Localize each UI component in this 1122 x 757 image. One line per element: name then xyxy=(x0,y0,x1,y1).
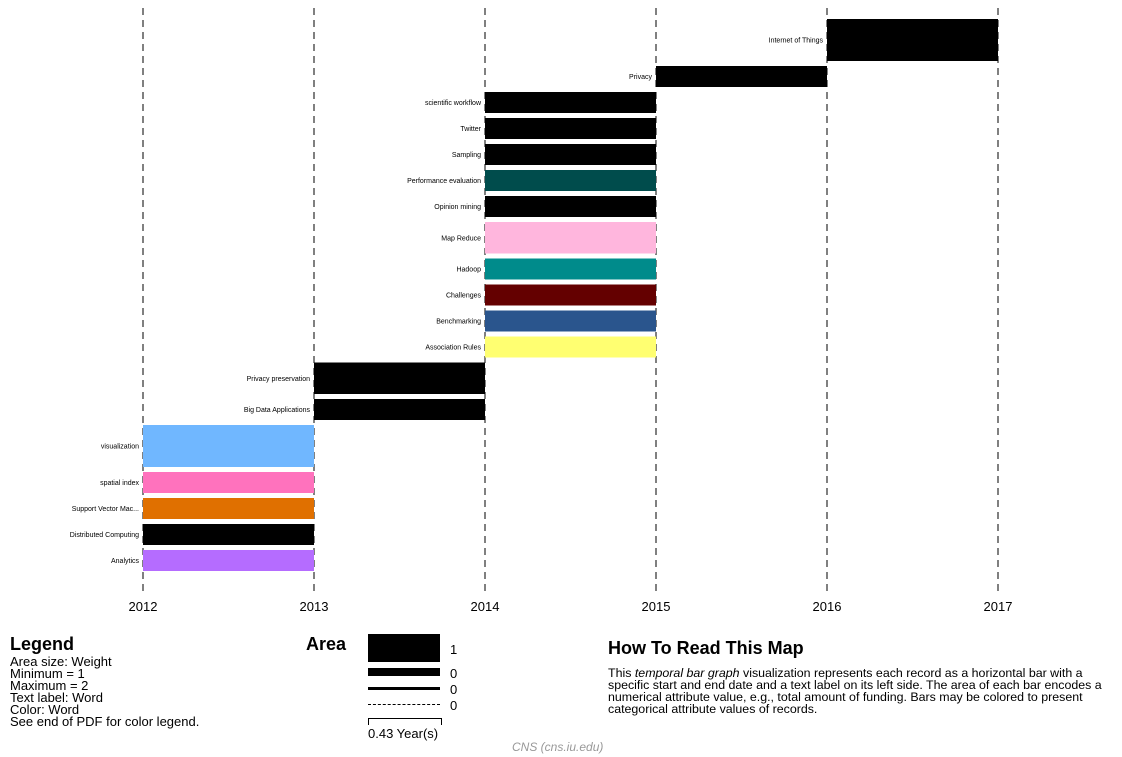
x-tick-label: 2017 xyxy=(984,599,1013,614)
bar-label: Association Rules xyxy=(425,345,481,352)
area-scale-label: 0.43 Year(s) xyxy=(368,726,439,741)
bar-label: Big Data Applications xyxy=(244,407,311,414)
bar-label: scientific workflow xyxy=(425,100,482,107)
bar-label: Internet of Things xyxy=(769,38,824,45)
bar xyxy=(314,362,485,394)
credit-text: CNS (cns.iu.edu) xyxy=(512,740,604,754)
bar xyxy=(485,144,656,165)
temporal-bar-chart: 2012 2013 2014 2015 2016 2017 Internet of Thin… xyxy=(70,8,1013,614)
legend-line-minimum: Minimum = 1 xyxy=(10,666,85,681)
bar xyxy=(485,170,656,191)
bar xyxy=(143,550,314,571)
x-tick-label: 2015 xyxy=(642,599,671,614)
bar xyxy=(485,310,656,332)
how-to-read-panel: How To Read This Map This temporal bar g… xyxy=(608,638,1118,715)
x-tick-label: 2013 xyxy=(300,599,329,614)
bar xyxy=(314,399,485,420)
bar-label: Privacy xyxy=(629,74,652,81)
bar-label: Analytics xyxy=(111,558,140,565)
bar xyxy=(827,19,998,61)
legend-line-color: Color: Word xyxy=(10,702,80,717)
bar xyxy=(485,222,656,254)
area-swatch-large xyxy=(368,634,440,662)
bar-label: visualization xyxy=(101,444,139,451)
area-swatch-small xyxy=(368,687,440,690)
legend-line-text-label: Text label: Word xyxy=(10,690,103,705)
area-value-large: 1 xyxy=(450,642,458,657)
bar-label: Distributed Computing xyxy=(70,532,139,539)
bar xyxy=(485,284,656,306)
how-to-read-text: This temporal bar graph visualization re… xyxy=(608,667,1118,715)
x-tick-label: 2014 xyxy=(471,599,500,614)
legend-title: Legend xyxy=(10,634,75,654)
area-value-medium: 0 xyxy=(450,666,458,681)
area-value-zero: 0 xyxy=(450,698,458,713)
how-to-read-text-start: This xyxy=(608,666,635,680)
bar-label: Hadoop xyxy=(456,267,481,274)
how-to-read-text-emphasis: temporal bar graph xyxy=(634,666,740,680)
bar xyxy=(143,524,314,545)
legend-line-color-note: See end of PDF for color legend. xyxy=(10,714,200,729)
x-tick-label: 2016 xyxy=(813,599,842,614)
area-swatch-medium xyxy=(368,668,440,676)
bar-label: Map Reduce xyxy=(441,235,481,242)
bar-label: Support Vector Mac... xyxy=(72,506,139,513)
how-to-read-title: How To Read This Map xyxy=(608,638,804,658)
bar-label: Privacy preservation xyxy=(247,376,311,383)
bar xyxy=(656,66,827,87)
bar-label: Benchmarking xyxy=(436,319,481,326)
bar xyxy=(485,258,656,280)
area-swatch-zero xyxy=(368,704,440,705)
area-scale-bracket xyxy=(368,718,442,725)
bar xyxy=(485,336,656,358)
bar-label: Twitter xyxy=(460,126,481,133)
bar-label: spatial index xyxy=(100,480,139,487)
area-value-small: 0 xyxy=(450,682,458,697)
bar-label: Opinion mining xyxy=(434,204,481,211)
bar xyxy=(485,92,656,113)
bar-label: Challenges xyxy=(446,293,482,300)
legend-line-area-size: Area size: Weight xyxy=(10,654,112,669)
bar xyxy=(485,118,656,139)
bar xyxy=(143,498,314,519)
area-legend-title: Area xyxy=(306,634,347,654)
legend-line-maximum: Maximum = 2 xyxy=(10,678,89,693)
bar-label: Sampling xyxy=(452,152,481,159)
area-legend: Area 1 0 0 0 0.43 Year(s) xyxy=(300,630,500,750)
bar xyxy=(143,472,314,493)
bar xyxy=(143,425,314,467)
bar xyxy=(485,196,656,217)
x-tick-label: 2012 xyxy=(129,599,158,614)
bar-label: Performance evaluation xyxy=(407,178,481,185)
how-to-read-text-end: visualization represents each record as … xyxy=(608,666,1102,716)
legend-panel: Legend Area size: Weight Minimum = 1 Max… xyxy=(10,634,200,729)
